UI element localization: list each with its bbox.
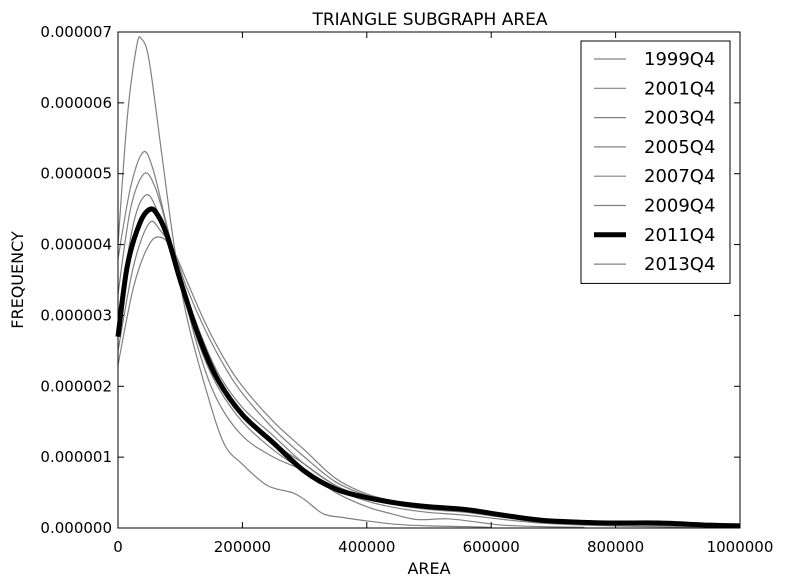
chart-title: TRIANGLE SUBGRAPH AREA [311,10,547,30]
y-tick-label: 0.000003 [40,306,112,324]
series-line-1999Q4 [117,36,492,528]
ticks-layer: 0 200000 400000 600000 800000 1000000 0.000000… [40,23,773,556]
legend-label-2005Q4: 2005Q4 [644,137,715,158]
legend-label-1999Q4: 1999Q4 [644,49,715,70]
x-tick-label: 400000 [338,538,395,556]
series-layer [115,36,741,529]
legend-label-2009Q4: 2009Q4 [644,196,715,217]
y-tick-label: 0.000007 [40,23,112,41]
x-tick-label: 0 [113,538,123,556]
y-tick-label: 0.000002 [40,377,112,395]
legend: 1999Q4 2001Q4 2003Q4 2005Q4 2007Q4 2009Q4 2011… [580,40,731,284]
legend-box [580,40,731,284]
y-tick-label: 0.000001 [40,448,112,466]
legend-label-2011Q4: 2011Q4 [644,225,715,246]
y-tick-label: 0.000006 [40,94,112,112]
legend-label-2001Q4: 2001Q4 [644,78,715,99]
x-tick-label: 600000 [463,538,520,556]
y-axis-title: FREQUENCY [8,231,27,329]
legend-label-2013Q4: 2013Q4 [644,254,715,275]
plot-frame [117,31,741,529]
series-line-2001Q4 [117,151,585,528]
x-tick-label: 1000000 [707,538,774,556]
legend-label-2007Q4: 2007Q4 [644,166,715,187]
x-tick-label: 200000 [214,538,271,556]
x-tick-label: 800000 [587,538,644,556]
y-tick-label: 0.000000 [40,519,112,537]
y-tick-label: 0.000005 [40,165,112,183]
y-tick-label: 0.000004 [40,236,112,254]
x-axis-title: AREA [407,559,450,578]
series-line-2011Q4 [115,206,741,529]
legend-label-2003Q4: 2003Q4 [644,108,715,129]
